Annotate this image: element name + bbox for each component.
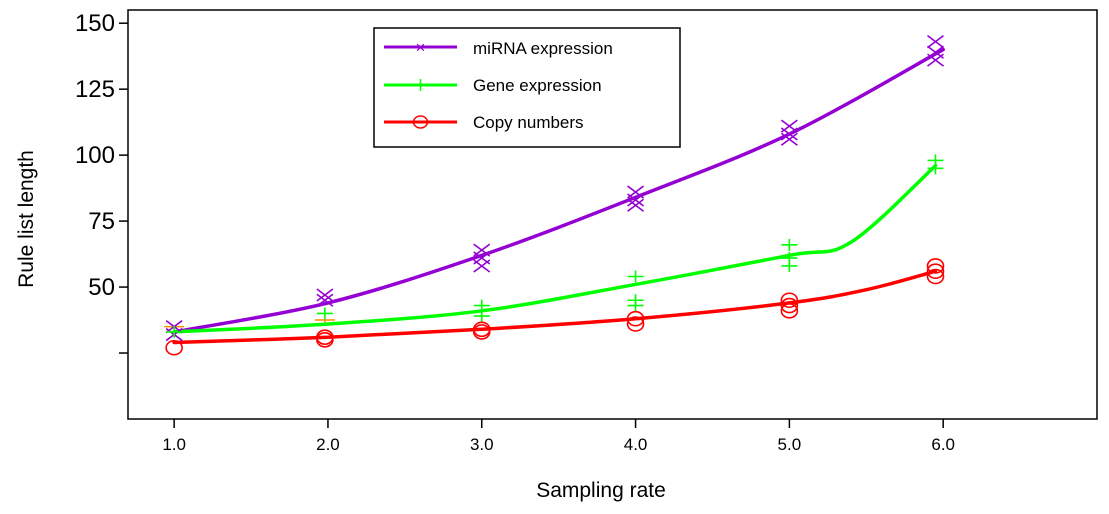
legend-label-gene: Gene expression <box>473 76 602 95</box>
marker-plus-gene-expression <box>627 270 644 283</box>
marker-stroke <box>316 293 334 307</box>
marker-x-mirna-expression <box>780 127 798 141</box>
marker-circle-copy-numbers <box>926 263 945 280</box>
marker-plus-gene-expression <box>166 325 183 338</box>
marker-x-mirna-expression <box>927 53 944 67</box>
marker-stroke <box>780 127 798 141</box>
x-axis-ticks: 1.0 2.0 3.0 4.0 5.0 6.0 <box>162 419 955 454</box>
marker-circle-copy-numbers <box>316 332 334 348</box>
legend-x-marker: × <box>416 38 426 57</box>
marker-circle-copy-numbers <box>626 310 645 327</box>
legend-label-mirna: miRNA expression <box>473 39 613 58</box>
x-tick-label: 4.0 <box>624 435 648 454</box>
x-tick-label: 2.0 <box>316 435 340 454</box>
y-tick-label: 50 <box>88 274 115 301</box>
x-tick-label: 5.0 <box>778 435 802 454</box>
marker-circle-copy-numbers <box>626 316 645 332</box>
marker-stroke <box>473 259 491 273</box>
series-line-gene-expression <box>172 163 938 334</box>
x-tick-label: 1.0 <box>162 435 186 454</box>
marker-plus-gene-expression <box>627 299 644 312</box>
y-tick-label: 75 <box>88 208 115 235</box>
series-line-copy-numbers <box>172 269 938 345</box>
marker-plus-gene-expression <box>473 310 490 323</box>
marker-x-mirna-expression <box>627 198 645 212</box>
marker-plus-gene-expression <box>781 238 798 251</box>
legend-label-copy: Copy numbers <box>473 113 584 132</box>
legend: × miRNA expression Gene expression Copy … <box>373 27 681 148</box>
series-line-mirna-expression <box>172 47 945 334</box>
series-curves <box>172 47 945 345</box>
series-markers <box>165 35 945 356</box>
marker-stroke <box>927 53 944 67</box>
marker-circle-copy-numbers <box>165 339 183 356</box>
marker-x-mirna-expression <box>627 193 645 207</box>
x-tick-label: 3.0 <box>470 435 494 454</box>
marker-circle-copy-numbers <box>780 303 799 319</box>
marker-circle-copy-numbers <box>780 292 799 309</box>
marker-plus-gene-expression <box>781 259 798 272</box>
marker-plus-gene-expression <box>927 162 944 175</box>
x-axis-title: Sampling rate <box>536 479 666 502</box>
plot-frame <box>127 9 1098 420</box>
x-tick-label: 6.0 <box>931 435 955 454</box>
y-axis-title: Rule list length <box>15 150 38 288</box>
marker-circle-copy-numbers <box>472 324 491 340</box>
marker-circle-copy-numbers <box>926 258 945 274</box>
y-tick-label: 150 <box>75 10 115 37</box>
marker-x-mirna-expression <box>316 293 334 307</box>
marker-circle-copy-numbers <box>926 268 945 285</box>
marker-stroke <box>627 198 645 212</box>
marker-plus-gene-expression <box>473 299 490 312</box>
marker-stroke <box>927 35 944 49</box>
marker-x-mirna-expression <box>473 259 491 273</box>
marker-x-mirna-expression <box>927 35 944 49</box>
marker-stroke <box>627 193 645 207</box>
marker-plus-gene-expression <box>316 307 333 320</box>
marker-stroke <box>780 132 798 146</box>
marker-x-mirna-expression <box>780 132 798 146</box>
y-tick-label: 100 <box>75 142 115 169</box>
marker-stroke <box>316 288 334 302</box>
marker-x-mirna-expression <box>316 288 334 302</box>
y-axis-ticks: 50 75 100 125 150 <box>75 10 128 354</box>
y-tick-label: 125 <box>75 76 115 103</box>
legend-circle-marker <box>412 115 429 129</box>
marker-circle-copy-numbers <box>780 297 799 314</box>
